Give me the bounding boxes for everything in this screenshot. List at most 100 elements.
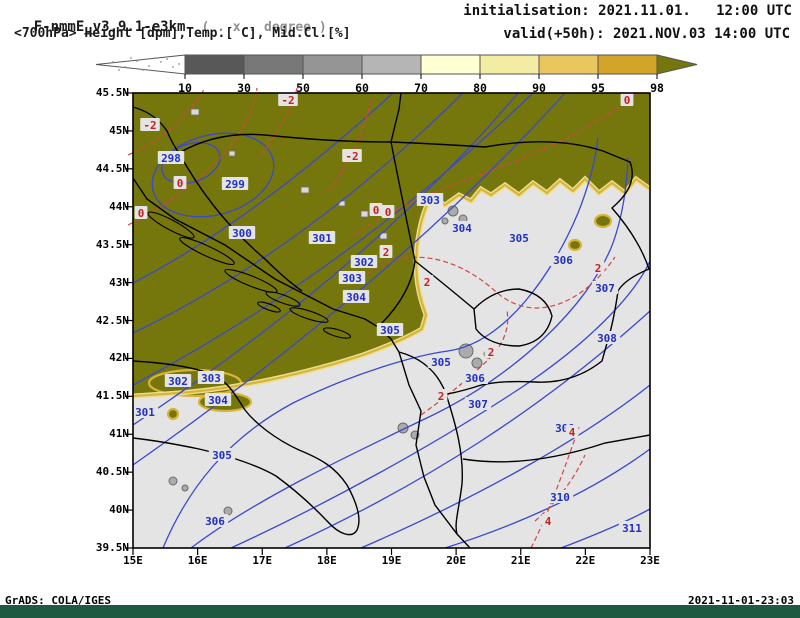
temp-contour-label-box: [278, 93, 298, 106]
hatch-dot: [172, 66, 174, 68]
temp-contour-label: 2: [488, 346, 495, 359]
initialisation-text: initialisation: 2021.11.01. 12:00 UTC: [463, 3, 792, 19]
height-contour-label-box: [427, 355, 455, 368]
adriatic-coastline: [132, 177, 471, 549]
height-contour-label: 304: [346, 291, 366, 304]
valid-text: valid(+50h): 2021.NOV.03 14:00 UTC: [503, 26, 790, 42]
bottom-bar: [0, 605, 800, 618]
border-kosovo: [473, 288, 553, 347]
height-contour-lines: [132, 92, 651, 549]
lon-label: 17E: [252, 554, 273, 567]
lon-label: 22E: [575, 554, 596, 567]
colorbar-tick-label: 95: [591, 81, 605, 95]
creation-timestamp: 2021-11-01-23:03: [688, 594, 794, 607]
cloud-fringe: [132, 177, 651, 398]
temp-contour-label-box: [369, 203, 383, 216]
border-drina: [377, 141, 416, 328]
height-contour-label-box: [197, 371, 225, 384]
height-contour-301: [132, 92, 464, 334]
colorbar-tick-label: 30: [237, 81, 251, 95]
clear-patches-in-cloud: [190, 108, 388, 240]
height-contour-label: 306: [553, 254, 573, 267]
hatch-dot: [148, 65, 150, 67]
lon-label: 19E: [381, 554, 402, 567]
hatch-dot: [124, 66, 126, 68]
height-contour-label: 303: [420, 194, 440, 207]
temp-contour-label: 2: [383, 246, 390, 259]
hatch-dot: [160, 61, 162, 63]
lat-label: 43.5N: [95, 237, 129, 251]
height-contour-303: [132, 92, 519, 426]
temp-contour-label: 0: [373, 204, 380, 217]
height-contour-label: 305: [212, 449, 232, 462]
height-contour-299: [151, 132, 275, 218]
lon-label: 20E: [446, 554, 467, 567]
colorbar-segment: [538, 54, 599, 75]
height-contour-label-box: [157, 151, 185, 164]
temp-contour-label: -2: [281, 94, 294, 107]
height-contour-label: 310: [550, 491, 570, 504]
border-croatia-serbia: [390, 92, 402, 143]
lat-label: 42.5N: [95, 313, 129, 327]
colorbar-segment: [243, 54, 304, 75]
height-contour-label: 306: [465, 372, 485, 385]
hatch-dot: [130, 57, 132, 59]
lat-label: 45.5N: [95, 86, 129, 99]
cloud-patch: [166, 407, 180, 421]
height-contour-label: 299: [225, 178, 245, 191]
border-croatia-bosnia: [178, 152, 303, 292]
lat-label: 40.5N: [95, 465, 129, 479]
height-contour-label: 302: [354, 256, 374, 269]
height-contour-label-box: [228, 226, 256, 239]
colorbar-segment: [479, 54, 540, 75]
height-contour-label-box: [350, 255, 378, 268]
lat-label: 44.5N: [95, 161, 129, 175]
model-title: F-nmmE_v3.9.1-e3km: [33, 19, 186, 35]
lon-label: 16E: [187, 554, 208, 567]
height-contour-304: [132, 92, 566, 466]
temp-contour-label: 4: [545, 515, 552, 528]
height-contour-label: 304: [452, 222, 472, 235]
height-contour-label: 301: [312, 232, 332, 245]
grads-credit: GrADS: COLA/IGES: [5, 594, 111, 607]
height-contour-label: 301: [135, 406, 155, 419]
height-contour-label-box: [416, 193, 444, 206]
height-contour-label: 311: [622, 522, 642, 535]
lat-label: 42N: [109, 351, 129, 365]
temp-contour-minus2: [127, 87, 206, 156]
temp-contour-label: 0: [177, 177, 184, 190]
cloud-cover-colorbar: 10 30 50 60 70 80 90 95 98: [95, 54, 698, 95]
colorbar-segment: [597, 54, 658, 75]
height-contour-298: [161, 142, 221, 184]
border-sava-danube: [178, 133, 486, 154]
lon-label: 23E: [640, 554, 660, 567]
temp-contour-label: 2: [438, 390, 445, 403]
height-contour-label: 300: [232, 227, 252, 240]
height-contour-300: [132, 92, 394, 284]
colorbar-above-max-arrow: [656, 54, 698, 75]
temp-contour-label-box: [381, 205, 395, 218]
colorbar-segment: [420, 54, 481, 75]
height-contour-label: 307: [468, 398, 488, 411]
temp-contour-0: [354, 90, 639, 236]
temp-contour-label: 0: [138, 207, 145, 220]
height-contour-label-box: [338, 271, 366, 284]
model-title-line: F-nmmE_v3.9.1-e3km ( . x . degree ): [0, 3, 327, 51]
colorbar-segment: [302, 54, 363, 75]
temp-contour-minus2: [328, 100, 372, 192]
height-contour-label: 304: [208, 394, 228, 407]
height-contour-label: 303: [201, 372, 221, 385]
height-contour-label-box: [593, 331, 621, 344]
temp-contour-label-box: [541, 514, 555, 527]
lat-label: 44N: [109, 199, 129, 213]
border-serbia-montenegro: [414, 260, 475, 310]
temp-contour-0: [127, 87, 258, 226]
height-contour-label: 303: [342, 272, 362, 285]
height-contour-label: 306: [205, 515, 225, 528]
height-contour-label-box: [308, 231, 336, 244]
height-contour-label-box: [591, 281, 619, 294]
hatch-dot: [154, 57, 156, 59]
contour-label-layer: 298 299 300 301 302 303 304 303 304 305 306 307 308 3…: [131, 93, 646, 535]
height-contour-label-box: [546, 490, 574, 503]
